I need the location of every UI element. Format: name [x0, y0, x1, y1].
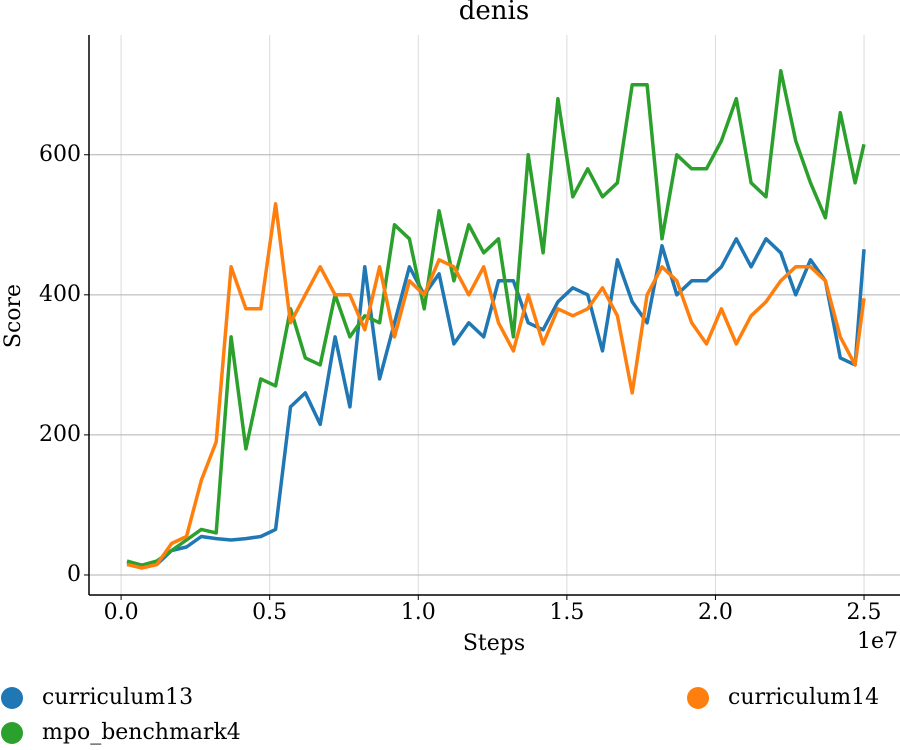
legend-label: curriculum14 — [728, 685, 879, 710]
x-tick-label: 2.5 — [847, 600, 882, 625]
line-series — [126, 237, 866, 567]
x-tick-label: 2.0 — [698, 600, 733, 625]
y-tick-label: 600 — [39, 142, 81, 167]
legend-marker — [1, 722, 23, 744]
line-series — [126, 202, 866, 570]
legend-label: mpo_benchmark4 — [42, 720, 241, 745]
legend-marker — [687, 687, 709, 709]
y-tick-label: 400 — [39, 282, 81, 307]
legend-label: curriculum13 — [42, 685, 193, 710]
x-tick-label: 0.0 — [104, 600, 139, 625]
legend-marker — [1, 687, 23, 709]
y-tick-label: 200 — [39, 422, 81, 447]
x-axis-label: Steps — [463, 631, 525, 656]
line-series — [126, 68, 866, 567]
y-tick-label: 0 — [67, 562, 81, 587]
x-tick-label: 1.5 — [549, 600, 584, 625]
x-tick-label: 0.5 — [252, 600, 287, 625]
x-offset-label: 1e7 — [857, 629, 898, 654]
chart-title: denis — [459, 0, 529, 26]
x-tick-label: 1.0 — [401, 600, 436, 625]
y-axis-label: Score — [1, 284, 26, 348]
